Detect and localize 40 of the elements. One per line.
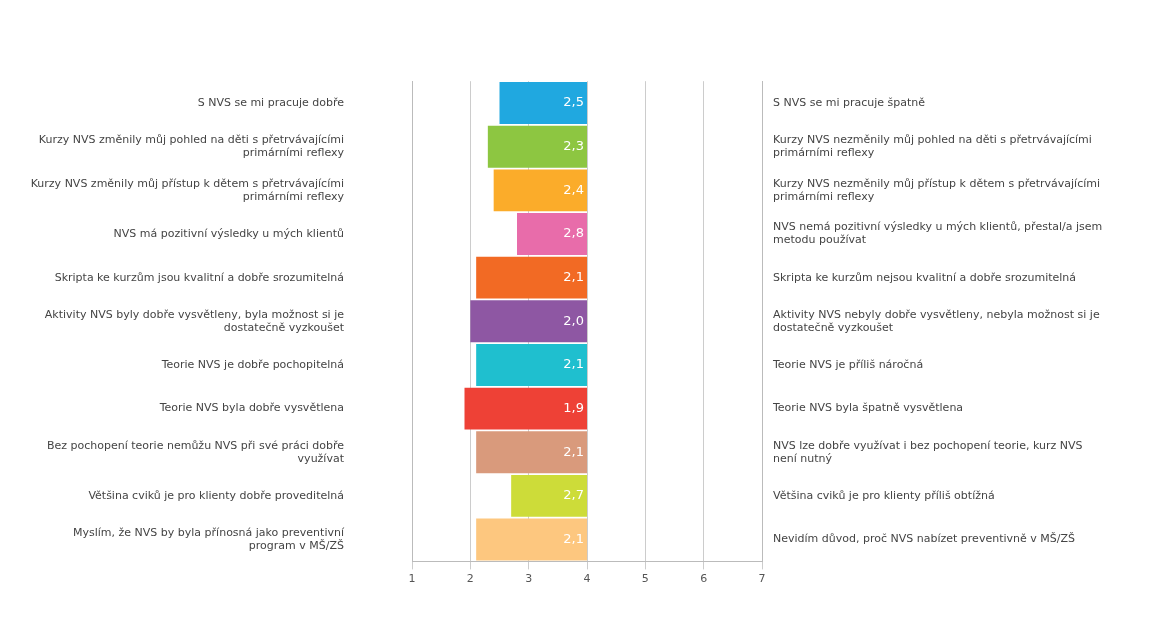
data-label: 2,1 (563, 356, 584, 372)
y-tick-label: Kurzy NVS změnily můj pohled na děti s přetrvávajícími primárními reflexy (38, 132, 345, 160)
x-tick-label: 1 (408, 571, 416, 585)
data-label: 2,1 (563, 269, 584, 285)
y2-tick-label: Kurzy NVS nezměnily můj pohled na děti s přetrvávajícími primárními reflexy (773, 132, 1092, 160)
y2-tick-label: Nevidím důvod, proč NVS nabízet preventivně v MŠ/ZŠ (773, 532, 1075, 546)
data-label: 2,1 (563, 530, 584, 546)
data-label: 2,3 (563, 138, 584, 154)
data-label: 2,4 (563, 181, 584, 197)
y2-tick-label: Skripta ke kurzům nejsou kvalitní a dobře srozumitelná (773, 270, 1077, 284)
y-tick-label: Teorie NVS je dobře pochopitelná (160, 357, 344, 371)
y-tick-label: Teorie NVS byla dobře vysvětlena (158, 401, 344, 415)
y-tick-label: Bez pochopení teorie nemůžu NVS při své práci dobře využívat (46, 438, 345, 465)
x-tick-label: 5 (641, 571, 649, 585)
x-tick-label: 3 (525, 571, 533, 585)
data-label: 2,7 (563, 487, 584, 503)
data-label: 2,1 (563, 443, 584, 459)
y2-tick-label: Aktivity NVS nebyly dobře vysvětleny, nebyla možnost si je dostatečně vyzkoušet (773, 307, 1100, 334)
x-tick-label: 7 (758, 571, 766, 585)
data-label: 1,9 (563, 399, 584, 415)
y-tick-label: Skripta ke kurzům jsou kvalitní a dobře srozumitelná (54, 270, 344, 284)
data-label: 2,5 (563, 94, 584, 110)
y2-tick-label: Většina cviků je pro klienty příliš obtížná (773, 488, 995, 502)
y2-tick-label: Teorie NVS byla špatně vysvětlena (772, 401, 964, 415)
data-label: 2,0 (563, 312, 584, 328)
y-tick-label: S NVS se mi pracuje dobře (197, 95, 345, 109)
y2-tick-label: S NVS se mi pracuje špatně (773, 95, 926, 109)
y-tick-label: NVS má pozitivní výsledky u mých klientů (113, 226, 344, 240)
y-tick-label: Aktivity NVS byly dobře vysvětleny, byla možnost si je dostatečně vyzkoušet (44, 307, 345, 334)
y-tick-label: Myslím, že NVS by byla přínosná jako preventivní program v MŠ/ZŠ (73, 525, 345, 553)
y-tick-label: Kurzy NVS změnily můj přístup k dětem s přetrvávajícími primárními reflexy (30, 176, 345, 203)
y-tick-label: Většina cviků je pro klienty dobře proveditelná (88, 488, 344, 502)
y2-tick-label: NVS lze dobře využívat i bez pochopení teorie, kurz NVS není nutný (773, 438, 1083, 465)
x-tick-label: 6 (700, 571, 708, 585)
x-tick-label: 2 (466, 571, 474, 585)
data-label: 2,8 (563, 225, 584, 241)
y2-tick-label: Kurzy NVS nezměnily můj přístup k dětem s přetrvávajícími primárními reflexy (773, 176, 1101, 203)
y2-tick-label: Teorie NVS je příliš náročná (772, 357, 924, 371)
y2-tick-label: NVS nemá pozitivní výsledky u mých klientů, přestal/a jsem metodu používat (773, 220, 1103, 247)
x-tick-label: 4 (583, 571, 591, 585)
